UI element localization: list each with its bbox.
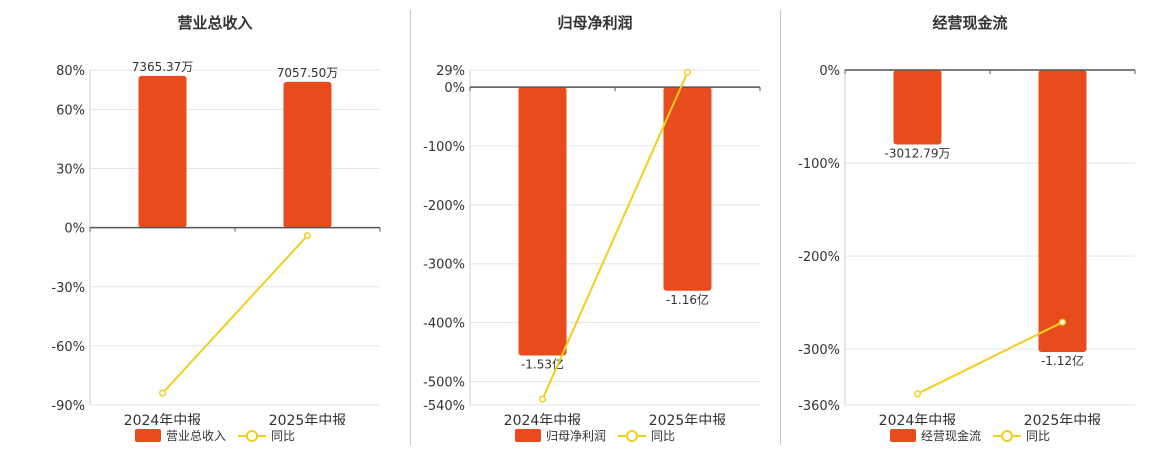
chart-panel-net-profit: 归母净利润 29% 0% -100% -200% -300% -400% -500% -540… xyxy=(410,0,780,450)
y-tick-label: 0% xyxy=(819,64,840,79)
bar xyxy=(138,75,187,228)
legend-bar-label: 归母净利润 xyxy=(545,429,606,443)
bar-data-label: -3012.79万 xyxy=(885,146,951,160)
legend-item-bar[interactable]: 营业总收入 xyxy=(134,427,226,444)
y-tick-label: -60% xyxy=(51,340,85,355)
panel-divider-1 xyxy=(410,10,411,445)
line-point xyxy=(913,390,922,398)
y-tick-label: -500% xyxy=(423,375,465,390)
chart-legend: 归母净利润 同比 xyxy=(410,427,780,444)
legend-line-label: 同比 xyxy=(271,429,296,443)
chart-panel-revenue: 营业总收入 80% 60% 30% 0% -30% -60% -90% 7365.37万 705… xyxy=(30,0,400,450)
line-series xyxy=(541,71,689,400)
line-series xyxy=(917,321,1063,395)
y-tick-label: -100% xyxy=(798,157,840,172)
legend-line-label: 同比 xyxy=(651,429,676,443)
chart-svg: 0% -100% -200% -300% -360% -3012.79万 -1.12亿 202… xyxy=(798,64,1136,425)
bar-data-label: -1.12亿 xyxy=(1041,353,1084,368)
chart-title: 营业总收入 xyxy=(177,14,253,32)
legend-item-line[interactable]: 同比 xyxy=(238,427,295,444)
bar xyxy=(893,70,942,145)
line-series xyxy=(161,234,309,394)
panel-divider-2 xyxy=(780,10,781,445)
y-tick-label: 0% xyxy=(64,222,85,237)
legend-bar-label: 经营现金流 xyxy=(920,429,981,443)
line-point xyxy=(1058,318,1067,326)
y-tick-label: -200% xyxy=(423,199,465,214)
chart-title: 经营现金流 xyxy=(932,14,1008,32)
bar xyxy=(663,87,712,291)
legend-line-swatch xyxy=(238,429,266,442)
y-tick-label: 30% xyxy=(56,163,85,178)
legend-bar-swatch xyxy=(134,429,161,442)
y-tick-label: -90% xyxy=(51,399,85,414)
legend-bar-swatch xyxy=(889,429,916,442)
chart-svg: 80% 60% 30% 0% -30% -60% -90% 7365.37万 7057.50万 2… xyxy=(51,60,381,425)
bar xyxy=(518,87,567,356)
legend-item-line[interactable]: 同比 xyxy=(618,427,675,444)
line-point xyxy=(158,389,167,397)
y-tick-label: -300% xyxy=(798,343,840,358)
y-tick-label: -360% xyxy=(798,399,840,414)
chart-legend: 营业总收入 同比 xyxy=(30,427,400,444)
x-tick-label: 2024年中报 xyxy=(879,413,957,425)
bar-data-label: -1.16亿 xyxy=(666,292,709,307)
x-tick-label: 2024年中报 xyxy=(124,413,202,425)
y-tick-label: 60% xyxy=(56,103,85,118)
x-tick-label: 2024年中报 xyxy=(504,413,582,425)
bar-data-label: 7057.50万 xyxy=(277,66,339,80)
y-tick-label: 80% xyxy=(56,64,85,79)
legend-bar-swatch xyxy=(514,429,541,442)
legend-item-bar[interactable]: 经营现金流 xyxy=(889,427,981,444)
bar-data-label: -1.53亿 xyxy=(521,357,564,372)
y-tick-label: -540% xyxy=(423,399,465,414)
legend-bar-label: 营业总收入 xyxy=(165,429,226,443)
y-tick-label: -300% xyxy=(423,258,465,273)
y-tick-label: -200% xyxy=(798,250,840,265)
bar xyxy=(1038,70,1087,352)
line-point xyxy=(538,395,547,403)
y-tick-label: 0% xyxy=(444,81,465,96)
legend-item-line[interactable]: 同比 xyxy=(993,427,1050,444)
y-tick-label: -100% xyxy=(423,140,465,155)
legend-line-label: 同比 xyxy=(1026,429,1051,443)
legend-item-bar[interactable]: 归母净利润 xyxy=(514,427,606,444)
chart-title: 归母净利润 xyxy=(557,14,633,32)
line-point xyxy=(683,68,692,76)
chart-svg: 29% 0% -100% -200% -300% -400% -500% -540% -1.53… xyxy=(423,64,761,425)
line-point xyxy=(303,231,312,240)
y-tick-label: -400% xyxy=(423,317,465,332)
bar xyxy=(283,81,332,228)
x-tick-label: 2025年中报 xyxy=(1024,413,1102,425)
x-tick-label: 2025年中报 xyxy=(269,413,347,425)
x-tick-label: 2025年中报 xyxy=(649,413,727,425)
y-tick-label: -30% xyxy=(51,281,85,296)
chart-panel-operating-cash-flow: 经营现金流 0% -100% -200% -300% -360% -3012.79万 -1.… xyxy=(785,0,1155,450)
legend-line-swatch xyxy=(993,429,1021,442)
bar-data-label: 7365.37万 xyxy=(132,60,194,74)
legend-line-swatch xyxy=(618,429,646,442)
y-tick-label: 29% xyxy=(436,64,465,79)
chart-legend: 经营现金流 同比 xyxy=(785,427,1155,444)
